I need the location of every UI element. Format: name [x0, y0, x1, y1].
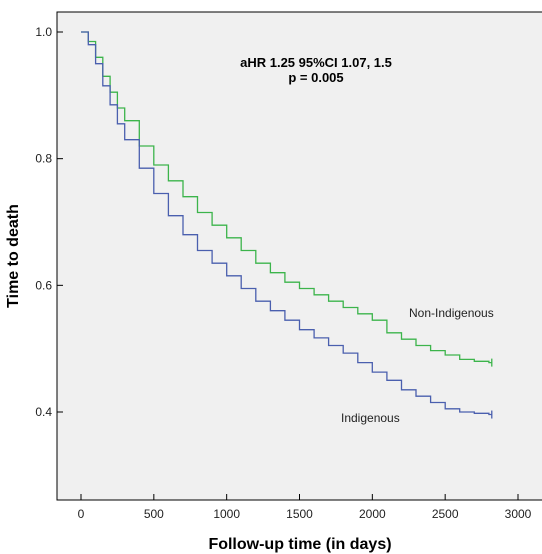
y-tick-label: 0.6: [35, 278, 52, 292]
plot-area: [56, 11, 542, 501]
x-axis-title: Follow-up time (in days): [208, 536, 391, 553]
x-tick-label: 3000: [505, 507, 532, 521]
y-axis-title: Time to death: [5, 204, 22, 308]
x-tick-label: 2000: [359, 507, 386, 521]
x-tick-label: 2500: [432, 507, 459, 521]
series-layer: [81, 31, 493, 419]
annotation-p: p = 0.005: [288, 70, 343, 85]
x-tick-label: 500: [144, 507, 164, 521]
y-tick-label: 0.4: [35, 405, 52, 419]
y-tick-label: 1.0: [35, 25, 52, 39]
series-line-indigenous: [81, 31, 492, 416]
y-tick-label: 0.8: [35, 152, 52, 166]
y-axis: 0.4 0.6 0.8 1.0: [35, 25, 63, 419]
x-axis: 0 500 1000 1500 2000 2500 3000: [78, 494, 532, 521]
x-tick-label: 0: [78, 507, 85, 521]
annotation-hr: aHR 1.25 95%CI 1.07, 1.5: [240, 55, 392, 70]
series-line-non-indigenous: [81, 31, 492, 364]
series-label-non-indigenous: Non-Indigenous: [409, 306, 494, 320]
x-tick-label: 1000: [213, 507, 240, 521]
x-tick-label: 1500: [286, 507, 313, 521]
series-label-indigenous: Indigenous: [341, 411, 400, 425]
